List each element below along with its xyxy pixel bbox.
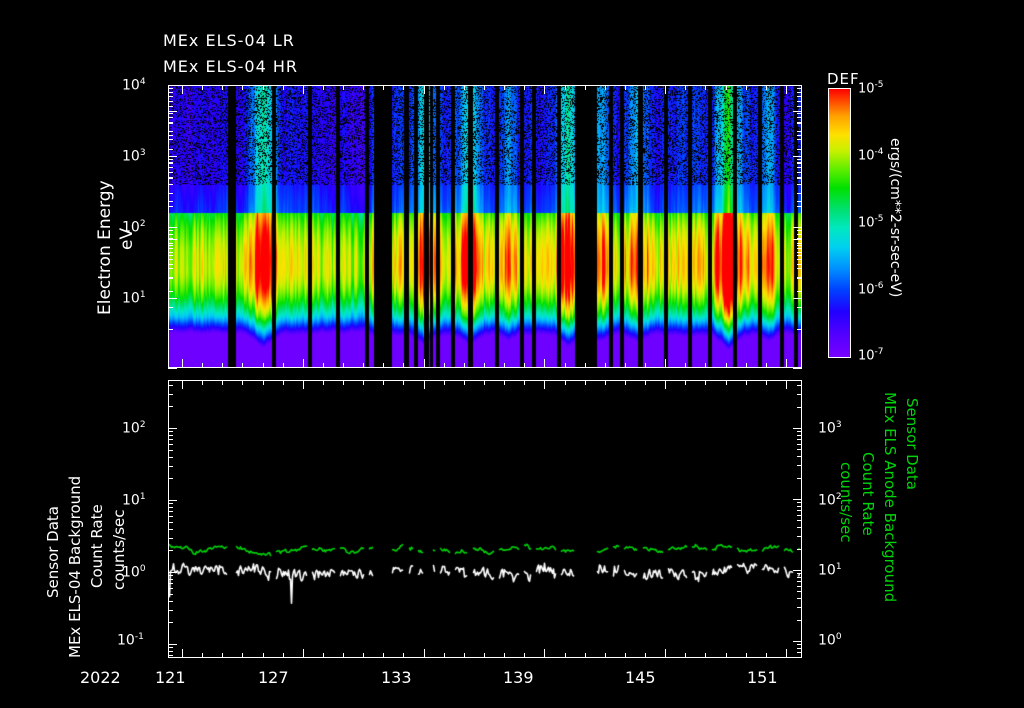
- spec-ylabel-energy: Electron Energy: [95, 180, 115, 315]
- spectrogram-panel[interactable]: [168, 85, 802, 368]
- spec-ylabel-unit: eV: [117, 227, 137, 250]
- lower-panel-frame[interactable]: [168, 380, 802, 658]
- low-left-tick-10: 101: [122, 492, 146, 509]
- xaxis-tick-151: 151: [747, 668, 778, 687]
- low-left-title-units: counts/sec: [110, 509, 128, 590]
- spec-ytick-10: 101: [122, 290, 146, 307]
- colorbar-unit-label: ergs/(cm**2-sr-sec-eV): [887, 138, 903, 298]
- spec-ytick-10000: 104: [122, 77, 146, 94]
- cbar-tick-1e-6: 10-6: [858, 281, 884, 298]
- colorbar[interactable]: [828, 88, 851, 358]
- count-rate-traces: [169, 381, 800, 656]
- low-right-title-anode-background: MEx ELS Anode Background: [881, 392, 899, 603]
- low-left-tick-1: 100: [122, 564, 146, 581]
- low-right-tick-10: 101: [818, 562, 842, 579]
- cbar-tick-1e-7: 10-7: [858, 347, 884, 364]
- spec-ytick-1000: 103: [122, 148, 146, 165]
- colorbar-label-def: DEF: [827, 70, 860, 88]
- low-left-title-background: MEx ELS-04 Background: [66, 475, 84, 658]
- spectrogram-image: [168, 85, 802, 368]
- low-left-title-count-rate: Count Rate: [88, 504, 106, 588]
- xaxis-tick-139: 139: [503, 668, 534, 687]
- low-right-title-units: counts/sec: [837, 462, 855, 543]
- xaxis-tick-145: 145: [625, 668, 656, 687]
- xaxis-tick-121: 121: [155, 668, 186, 687]
- low-right-title-count-rate: Count Rate: [859, 452, 877, 536]
- spectrogram-frame: [168, 85, 802, 368]
- low-right-tick-1000: 103: [818, 420, 842, 437]
- cbar-tick-1e-5b: 10-5: [858, 214, 884, 231]
- xaxis-tick-127: 127: [258, 668, 289, 687]
- xaxis-tick-133: 133: [381, 668, 412, 687]
- low-right-tick-1: 100: [818, 632, 842, 649]
- xaxis-year-label: 2022: [80, 668, 121, 687]
- low-right-tick-100: 102: [818, 492, 842, 509]
- low-left-tick-100: 102: [122, 420, 146, 437]
- plot-title-hr: MEx ELS-04 HR: [163, 57, 299, 76]
- spec-ytick-100: 102: [122, 219, 146, 236]
- low-right-title-sensor-data: Sensor Data: [903, 398, 921, 490]
- low-left-title-sensor-data: Sensor Data: [44, 506, 62, 598]
- plot-title-lr: MEx ELS-04 LR: [163, 31, 295, 50]
- cbar-tick-1e-4: 10-4: [858, 147, 884, 164]
- low-left-tick-0p1: 10-1: [117, 632, 144, 649]
- cbar-tick-1e-5: 10-5: [858, 80, 884, 97]
